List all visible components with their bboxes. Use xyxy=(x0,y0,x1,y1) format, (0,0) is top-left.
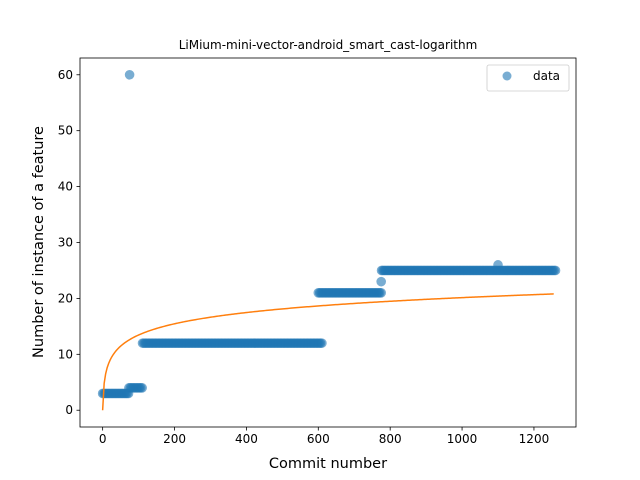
legend-label-data: data xyxy=(533,69,560,83)
data-point xyxy=(317,338,327,348)
data-point xyxy=(550,265,561,276)
legend-marker-data xyxy=(502,71,512,81)
data-point xyxy=(376,288,386,298)
y-tick-label: 20 xyxy=(58,291,73,305)
x-tick-label: 400 xyxy=(235,432,258,446)
x-axis-label: Commit number xyxy=(269,456,387,472)
chart-title: LiMium-mini-vector-android_smart_cast-lo… xyxy=(179,38,478,52)
axes-background xyxy=(80,58,576,427)
legend-box xyxy=(486,64,570,92)
x-tick-label: 600 xyxy=(307,432,330,446)
fit-line xyxy=(101,293,554,411)
y-tick-label: 40 xyxy=(58,180,73,194)
y-axis-ticks: 0 10 20 30 40 50 60 xyxy=(58,68,80,417)
x-tick-label: 800 xyxy=(379,432,402,446)
x-tick-label: 200 xyxy=(163,432,186,446)
legend: data xyxy=(486,64,570,92)
y-axis-label: Number of instance of a feature xyxy=(31,126,47,358)
data-point xyxy=(137,383,147,393)
y-tick-label: 30 xyxy=(58,236,73,250)
x-axis-ticks: 0 200 400 600 800 1000 1200 xyxy=(99,427,549,446)
x-tick-label: 1200 xyxy=(519,432,550,446)
data-point xyxy=(493,260,503,270)
data-point xyxy=(376,276,386,287)
x-tick-label: 1000 xyxy=(447,432,478,446)
y-tick-label: 50 xyxy=(58,124,73,138)
data-point xyxy=(124,69,135,80)
fit-line-group xyxy=(101,293,554,411)
y-tick-label: 0 xyxy=(65,403,73,417)
y-tick-label: 60 xyxy=(58,68,73,82)
plot-area xyxy=(79,57,577,428)
y-tick-label: 10 xyxy=(58,347,73,361)
data-points xyxy=(97,69,561,399)
x-tick-label: 0 xyxy=(99,432,107,446)
